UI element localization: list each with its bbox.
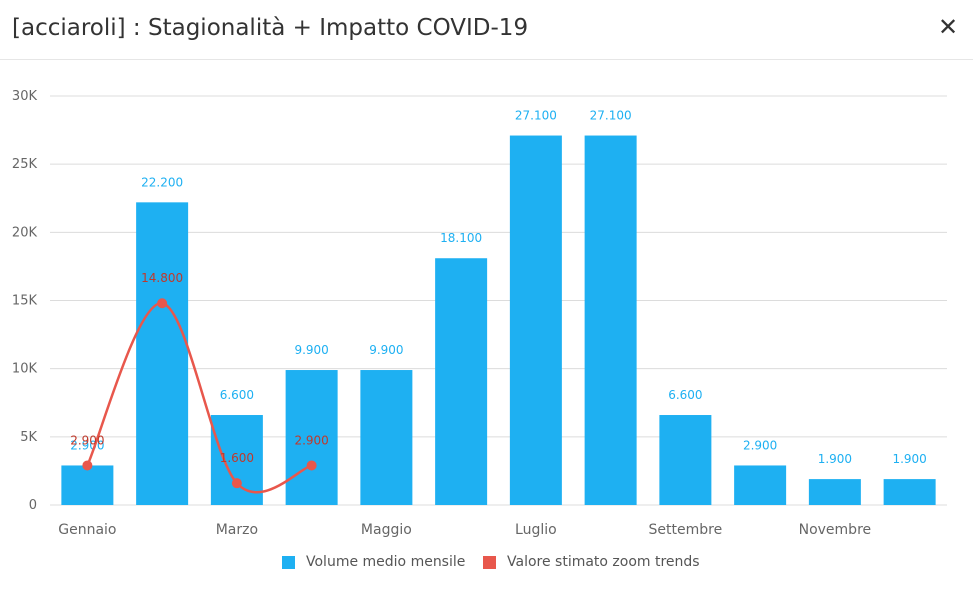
chart: 0 5K 10K 15K 20K 25K 30K 2.900 22.200 6.600 9.900 9… (12, 89, 947, 538)
bar-value-label: 1.900 (892, 452, 926, 466)
x-tick-label: Marzo (216, 522, 258, 538)
bar-value-label: 22.200 (141, 175, 183, 189)
bar-value-label: 27.100 (590, 109, 632, 123)
y-tick-label: 5K (20, 430, 37, 445)
legend-label-trends: Valore stimato zoom trends (507, 554, 700, 570)
bar-value-label: 9.900 (369, 343, 403, 357)
bar (883, 479, 936, 505)
bar-value-label: 6.600 (668, 388, 702, 402)
bar (734, 465, 787, 505)
x-tick-label: Maggio (361, 522, 412, 538)
bar (808, 479, 861, 505)
y-tick-label: 25K (12, 157, 38, 172)
dialog-title: [acciaroli] : Stagionalità + Impatto COV… (12, 15, 529, 41)
bar-value-label: 9.900 (294, 343, 328, 357)
bar (136, 202, 189, 505)
y-tick-label: 15K (12, 294, 38, 309)
bar (61, 465, 114, 505)
chart-legend: Volume medio mensile Valore stimato zoom… (0, 552, 973, 572)
y-tick-label: 30K (12, 89, 38, 104)
legend-item-volume[interactable]: Volume medio mensile (282, 552, 465, 572)
bar-value-label: 6.600 (220, 388, 254, 402)
x-tick-label: Luglio (515, 522, 557, 538)
line-value-label: 2.900 (294, 433, 328, 447)
bar-value-label: 1.900 (818, 452, 852, 466)
bar (584, 135, 637, 505)
y-tick-label: 20K (12, 225, 38, 240)
legend-label-volume: Volume medio mensile (306, 554, 466, 570)
line-point (306, 460, 317, 471)
bar (360, 370, 413, 505)
bar (210, 415, 263, 505)
legend-swatch-trends (483, 555, 496, 569)
series-line-trends (86, 301, 313, 494)
close-icon[interactable]: ✕ (937, 13, 959, 41)
bar-value-label: 27.100 (515, 109, 557, 123)
y-tick-label: 10K (12, 362, 38, 377)
bar (435, 258, 488, 505)
line-value-label: 1.600 (220, 451, 254, 465)
bar (509, 135, 562, 505)
legend-swatch-volume (282, 555, 295, 569)
y-tick-label: 0 (29, 498, 37, 513)
dialog-header: [acciaroli] : Stagionalità + Impatto COV… (0, 0, 973, 60)
line-point (157, 298, 168, 309)
bar (659, 415, 712, 505)
bar-value-label: 18.100 (440, 231, 482, 245)
x-tick-label: Gennaio (58, 522, 116, 538)
bar-value-label: 2.900 (743, 438, 777, 452)
x-tick-label: Novembre (799, 522, 872, 538)
line-value-label: 14.800 (141, 271, 183, 285)
x-tick-label: Settembre (649, 522, 723, 538)
bar (285, 370, 338, 505)
line-point (231, 478, 242, 489)
legend-item-trends[interactable]: Valore stimato zoom trends (483, 552, 700, 572)
line-point (82, 460, 93, 471)
line-value-label: 2.900 (70, 433, 104, 447)
